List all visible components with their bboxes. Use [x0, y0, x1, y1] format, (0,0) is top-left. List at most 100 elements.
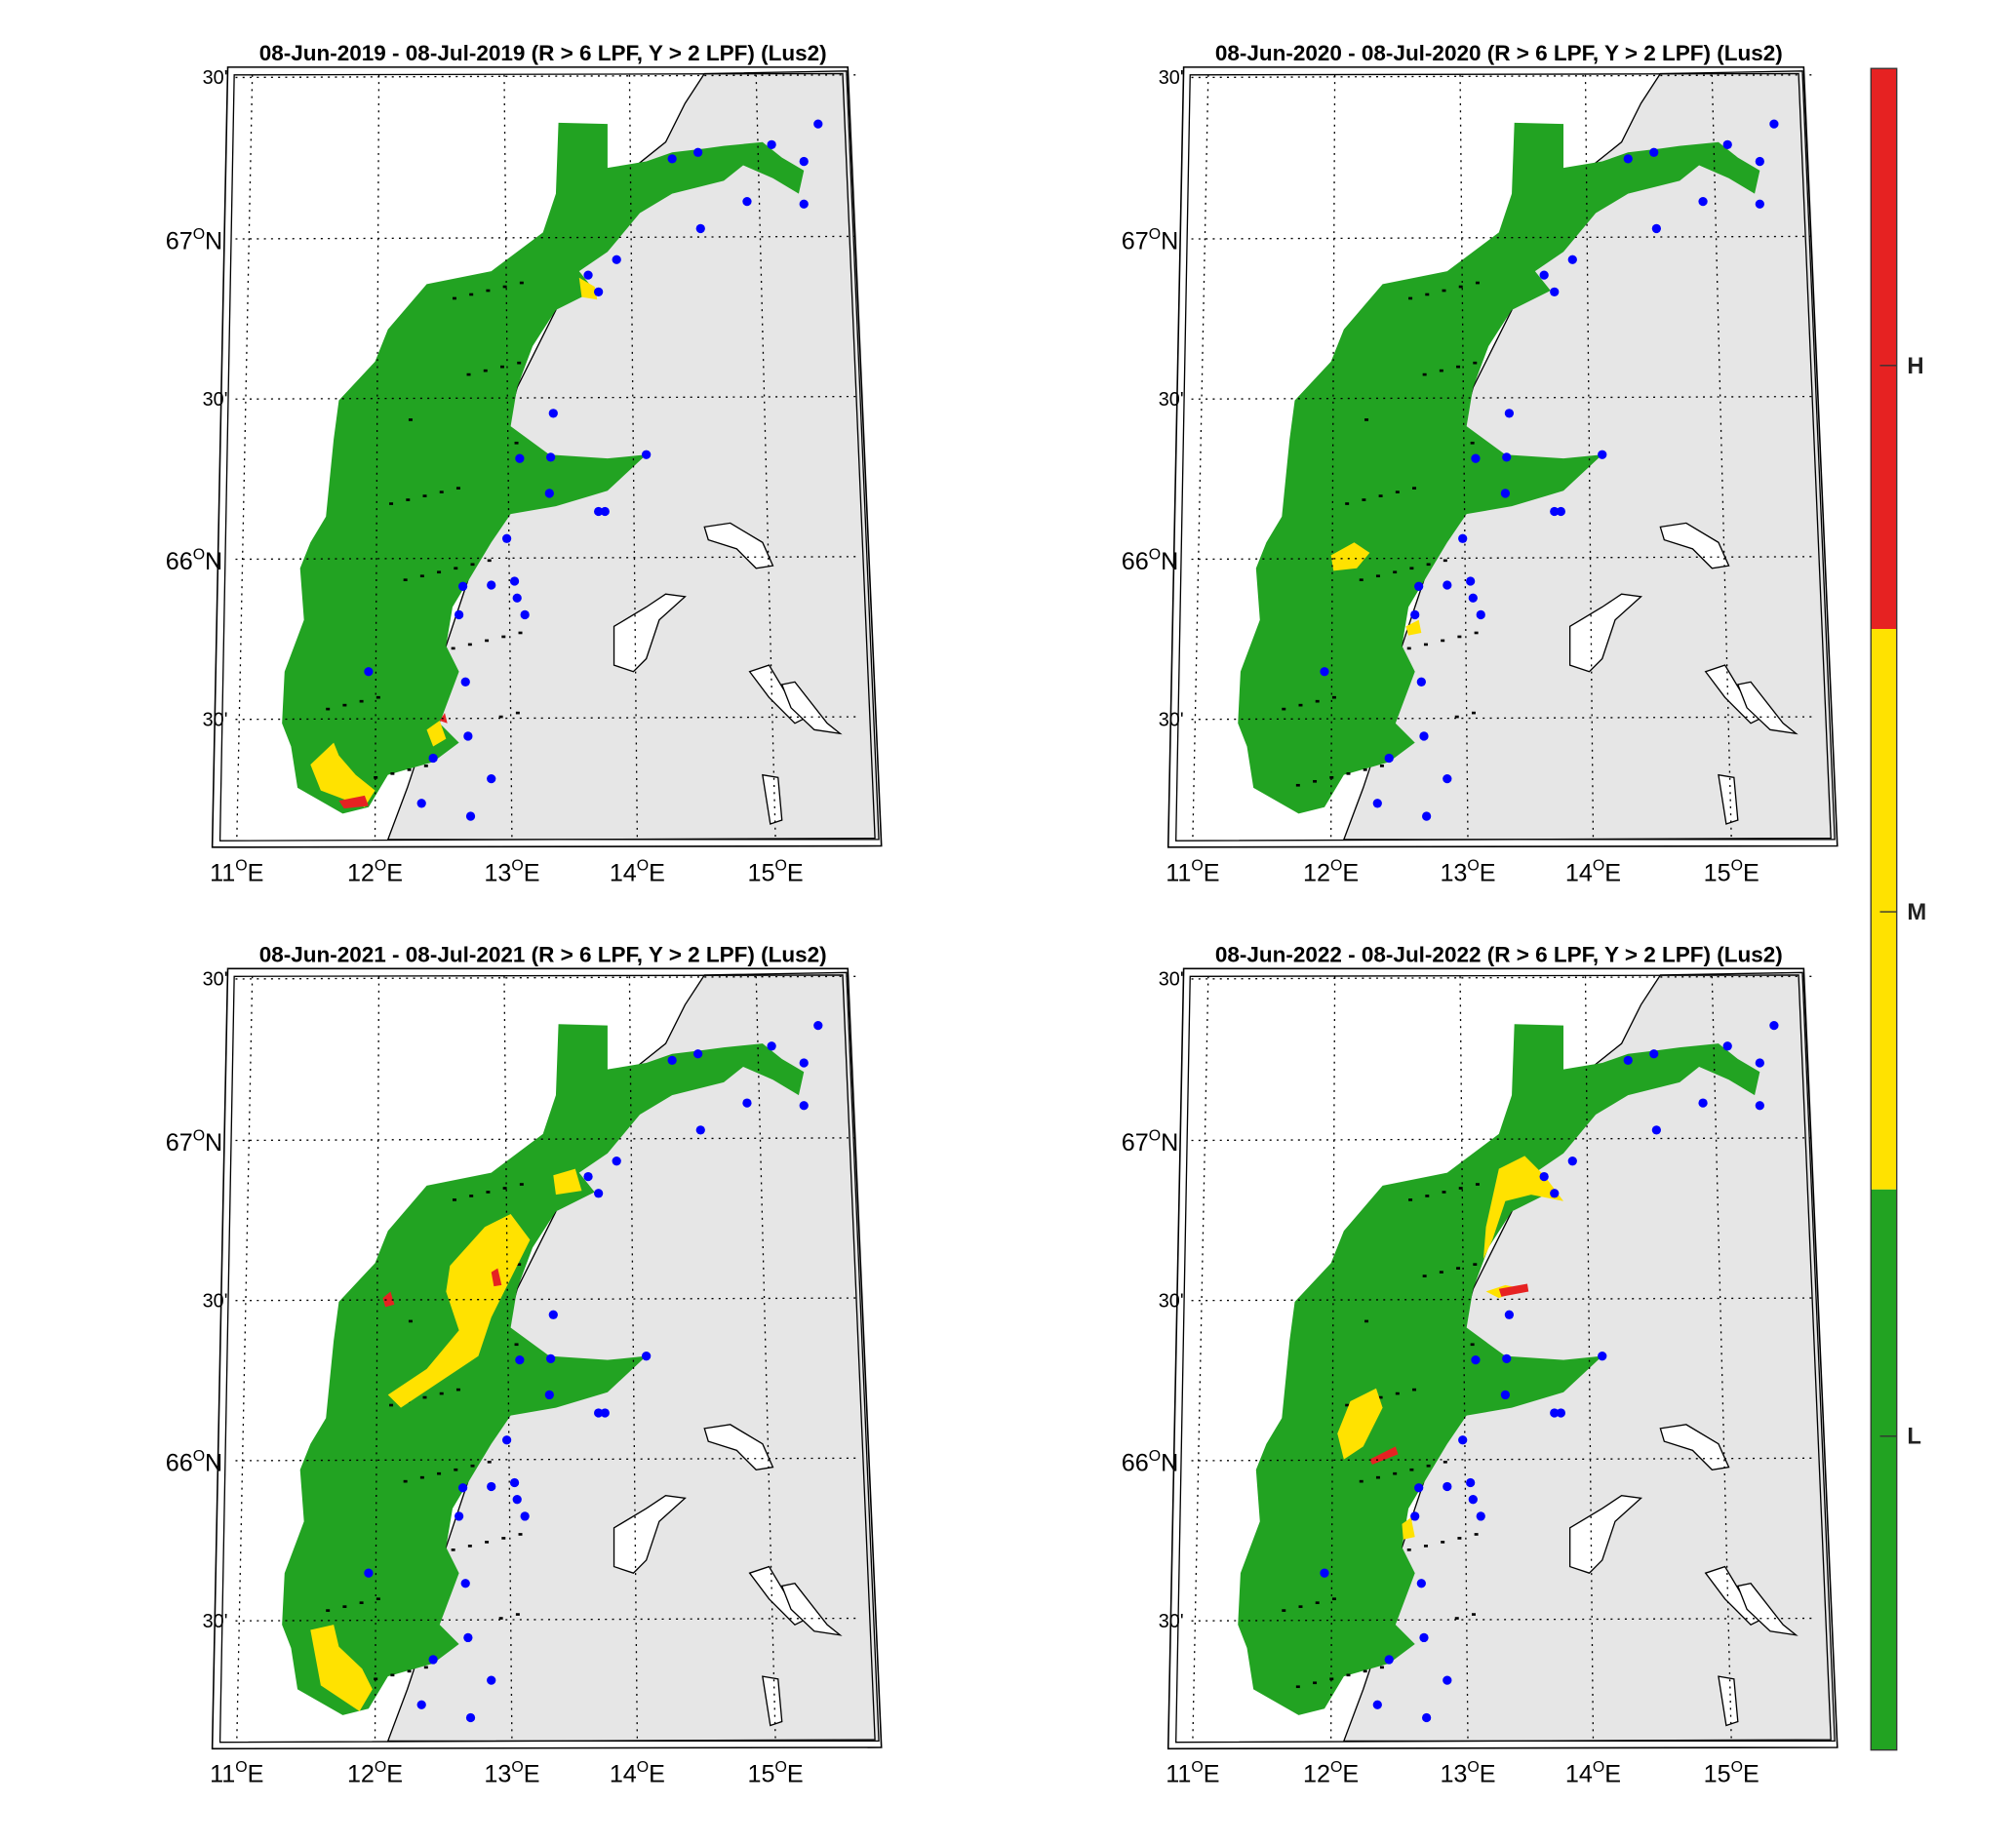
lon-value: 13 — [484, 1761, 511, 1788]
island — [1408, 1198, 1413, 1201]
station-marker — [1421, 811, 1432, 821]
lon-value: 13 — [1440, 1761, 1467, 1788]
station-marker — [1769, 119, 1779, 129]
island — [1439, 369, 1443, 373]
degree-mark: O — [375, 858, 386, 875]
station-marker — [1458, 533, 1468, 543]
station-marker — [1320, 1568, 1329, 1578]
island — [470, 563, 475, 567]
island — [1378, 1395, 1383, 1399]
lat-tick-label: 66ON — [166, 546, 223, 575]
island — [359, 1601, 364, 1604]
lon-suffix: E — [649, 859, 665, 886]
station-marker — [1468, 1495, 1478, 1505]
risk-area-medium — [553, 1168, 582, 1196]
risk-area-medium — [387, 1213, 531, 1408]
island — [485, 639, 490, 643]
island — [1474, 1533, 1479, 1536]
island — [1458, 285, 1463, 289]
degree-mark: O — [1467, 858, 1479, 875]
island — [1345, 1403, 1350, 1407]
island — [1363, 768, 1367, 771]
risk-area-low — [282, 1024, 805, 1715]
risk-area-medium — [310, 742, 376, 807]
island — [1474, 631, 1479, 635]
island — [499, 365, 504, 369]
island — [1475, 281, 1480, 285]
island — [1315, 1601, 1320, 1604]
map-frame-outer — [211, 967, 883, 1750]
station-marker — [1410, 1511, 1420, 1521]
station-marker — [515, 453, 525, 463]
island — [1331, 1597, 1336, 1601]
degree-mark: O — [193, 1448, 205, 1465]
lat-tick-label: 30' — [203, 67, 228, 89]
island — [389, 502, 394, 505]
degree-mark: O — [193, 546, 205, 563]
station-marker — [1567, 1157, 1577, 1166]
island — [1298, 1605, 1303, 1608]
lake — [613, 1495, 687, 1574]
station-marker — [509, 1477, 520, 1488]
station-marker — [1550, 287, 1560, 296]
island — [1409, 1468, 1414, 1471]
lat-tick-label: 30' — [203, 389, 228, 411]
island — [1359, 578, 1364, 582]
degree-mark: O — [1731, 1759, 1743, 1776]
lake — [1568, 1495, 1642, 1574]
island — [1331, 695, 1336, 699]
station-marker — [594, 1408, 604, 1418]
station-marker — [1466, 576, 1476, 586]
island — [1406, 1549, 1411, 1551]
island — [1473, 1263, 1478, 1266]
lon-suffix: E — [524, 1761, 540, 1788]
island — [1425, 293, 1430, 296]
lat-suffix: N — [205, 228, 222, 255]
degree-mark: O — [775, 858, 787, 875]
island — [408, 1319, 413, 1323]
risk-area-medium — [1337, 1388, 1383, 1460]
island — [1329, 775, 1334, 779]
degree-mark: O — [375, 1759, 386, 1776]
station-marker — [1567, 255, 1577, 264]
degree-mark: O — [235, 858, 247, 875]
island — [1364, 1319, 1369, 1323]
degree-mark: O — [235, 1759, 247, 1776]
station-marker — [1623, 154, 1633, 164]
island — [501, 1537, 506, 1540]
station-marker — [364, 667, 374, 677]
station-marker — [1698, 196, 1708, 207]
island — [452, 296, 456, 300]
island — [514, 1343, 519, 1347]
lon-suffix: E — [787, 1761, 804, 1788]
lon-tick-label: 15OE — [1704, 858, 1759, 887]
station-marker — [612, 255, 621, 264]
lat-value: 67 — [1122, 228, 1149, 255]
station-marker — [487, 774, 496, 784]
station-marker — [799, 1058, 809, 1068]
island — [376, 1597, 380, 1601]
station-marker — [1421, 1712, 1432, 1723]
lon-value: 13 — [484, 859, 511, 886]
island — [502, 285, 507, 289]
degree-mark: O — [1330, 1759, 1342, 1776]
station-marker — [1410, 609, 1420, 620]
lon-suffix: E — [1743, 859, 1759, 886]
island — [1457, 1537, 1462, 1540]
station-marker — [1649, 147, 1659, 157]
station-marker — [799, 1101, 809, 1111]
lon-value: 15 — [1704, 859, 1731, 886]
risk-area-low — [1238, 122, 1760, 814]
station-marker — [1500, 489, 1511, 498]
island — [1454, 1617, 1459, 1620]
risk-area-medium — [310, 1625, 373, 1711]
station-marker — [512, 1495, 522, 1505]
station-marker — [742, 196, 752, 207]
map-panel-2020: 08-Jun-2020 - 08-Jul-2020 (R > 6 LPF, Y … — [1122, 41, 1838, 886]
station-marker — [1414, 1483, 1424, 1493]
station-marker — [1414, 581, 1424, 591]
station-marker — [583, 1171, 593, 1182]
island — [485, 1541, 490, 1544]
risk-area-high — [491, 1268, 502, 1287]
island — [1406, 647, 1411, 650]
